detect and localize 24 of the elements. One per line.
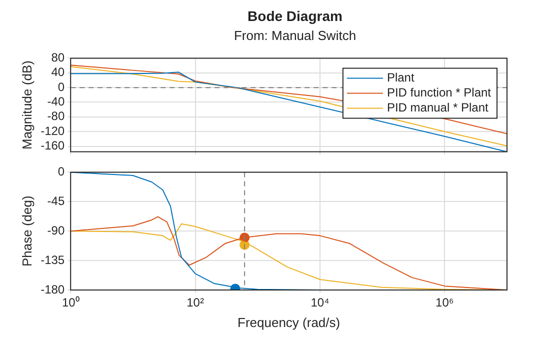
y-tick-label: 40	[51, 65, 65, 80]
legend-label: PID function * Plant	[386, 86, 492, 100]
y-tick-label: -45	[47, 194, 65, 208]
x-tick-label: 10²	[186, 296, 204, 310]
y-tick-label: -160	[40, 138, 65, 153]
y-tick-label: 0	[58, 80, 65, 94]
y-tick-label: 80	[51, 50, 65, 65]
y-tick-label: -90	[47, 223, 65, 238]
x-tick-label: 10⁴	[310, 296, 330, 310]
y-axis-title: Magnitude (dB)	[19, 60, 34, 150]
y-tick-label: -80	[47, 109, 65, 124]
y-tick-label: -180	[40, 282, 65, 296]
y-tick-label: 0	[58, 164, 65, 179]
x-axis-title: Frequency (rad/s)	[238, 314, 340, 330]
y-tick-label: -40	[47, 94, 65, 109]
chart-subtitle: From: Manual Switch	[232, 28, 358, 43]
x-tick-label: 10⁰	[62, 296, 80, 310]
legend-label: Plant	[386, 70, 415, 85]
y-axis-title: Phase (deg)	[19, 196, 34, 267]
x-tick-label: 10⁶	[436, 296, 454, 310]
chart-title: Bode Diagram	[246, 8, 344, 24]
y-tick-label: -135	[40, 252, 65, 267]
y-tick-label: -120	[40, 124, 65, 138]
legend-label: PID manual * Plant	[386, 100, 489, 115]
